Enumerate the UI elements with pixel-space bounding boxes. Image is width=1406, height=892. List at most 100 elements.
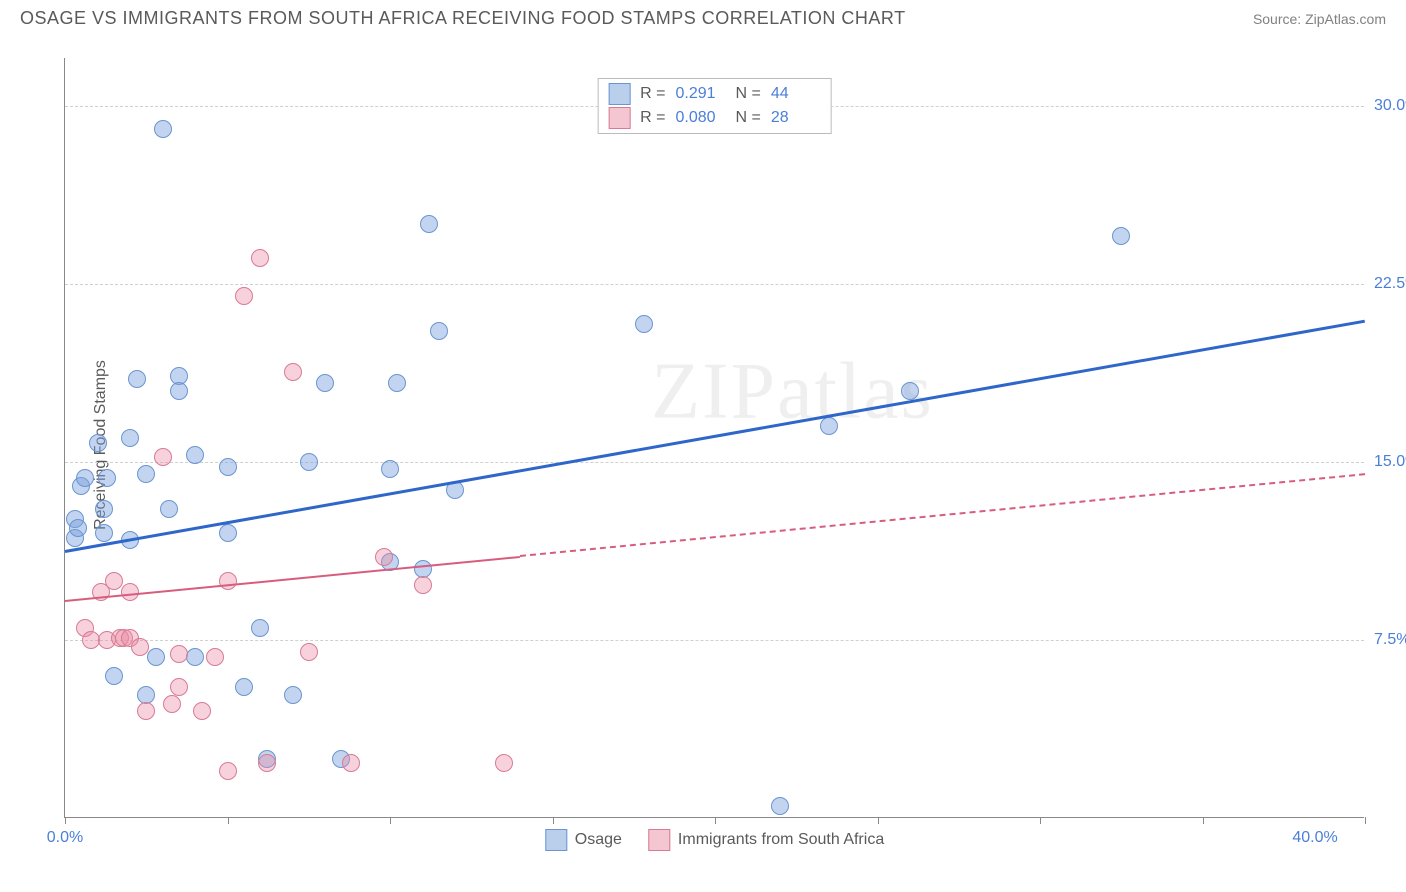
x-tick-label: 0.0% (47, 829, 83, 847)
legend-series-name: Immigrants from South Africa (678, 831, 884, 849)
scatter-point-osage (137, 465, 155, 483)
legend-r-label: R = (640, 109, 665, 127)
scatter-point-osage (147, 648, 165, 666)
gridline (65, 284, 1364, 285)
y-tick-label: 15.0% (1374, 453, 1406, 471)
scatter-point-osage (219, 458, 237, 476)
scatter-point-southafrica (495, 754, 513, 772)
scatter-point-southafrica (251, 249, 269, 267)
legend-item-southafrica: Immigrants from South Africa (648, 829, 884, 851)
x-tick (878, 817, 879, 824)
x-tick (1365, 817, 1366, 824)
scatter-point-osage (388, 374, 406, 392)
scatter-point-osage (186, 648, 204, 666)
scatter-point-southafrica (170, 678, 188, 696)
scatter-point-osage (89, 434, 107, 452)
legend-n-label: N = (736, 109, 761, 127)
scatter-point-osage (284, 686, 302, 704)
scatter-point-osage (128, 370, 146, 388)
scatter-point-osage (771, 797, 789, 815)
scatter-point-osage (160, 500, 178, 518)
x-tick (65, 817, 66, 824)
x-tick (390, 817, 391, 824)
legend-series: Osage Immigrants from South Africa (545, 829, 884, 851)
legend-item-osage: Osage (545, 829, 622, 851)
scatter-point-osage (76, 469, 94, 487)
watermark-text: ZIP (651, 347, 777, 435)
scatter-point-osage (901, 382, 919, 400)
x-tick (228, 817, 229, 824)
scatter-point-southafrica (193, 702, 211, 720)
scatter-point-osage (121, 429, 139, 447)
scatter-point-osage (251, 619, 269, 637)
scatter-point-osage (420, 215, 438, 233)
legend-row-osage: R = 0.291 N = 44 (608, 83, 821, 105)
legend-n-value: 28 (771, 109, 821, 127)
scatter-point-southafrica (284, 363, 302, 381)
scatter-point-osage (95, 500, 113, 518)
scatter-point-osage (820, 417, 838, 435)
legend-swatch (608, 83, 630, 105)
scatter-point-osage (381, 460, 399, 478)
scatter-point-southafrica (170, 645, 188, 663)
legend-n-label: N = (736, 85, 761, 103)
scatter-point-southafrica (235, 287, 253, 305)
legend-swatch (608, 107, 630, 129)
plot-area: ZIPatlas R =0.291N =44R =0.080N =28 Osag… (64, 58, 1364, 818)
scatter-point-osage (105, 667, 123, 685)
scatter-point-southafrica (163, 695, 181, 713)
scatter-point-osage (300, 453, 318, 471)
legend-row-southafrica: R = 0.080 N = 28 (608, 107, 821, 129)
legend-correlation: R = 0.291 N = 44 R = 0.080 N = 28 (597, 78, 832, 134)
gridline (65, 462, 1364, 463)
scatter-point-southafrica (131, 638, 149, 656)
source-label: Source: ZipAtlas.com (1253, 11, 1386, 27)
scatter-point-southafrica (300, 643, 318, 661)
legend-swatch (545, 829, 567, 851)
legend-r-value: 0.291 (676, 85, 726, 103)
trend-line-southafrica (65, 555, 520, 601)
scatter-point-southafrica (137, 702, 155, 720)
scatter-point-osage (316, 374, 334, 392)
y-tick-label: 7.5% (1374, 631, 1406, 649)
scatter-point-osage (186, 446, 204, 464)
scatter-point-southafrica (206, 648, 224, 666)
scatter-point-osage (430, 322, 448, 340)
source-name: ZipAtlas.com (1305, 11, 1386, 27)
legend-r-label: R = (640, 85, 665, 103)
trend-line-osage (65, 319, 1366, 552)
source-prefix: Source: (1253, 11, 1301, 27)
trend-line-southafrica (520, 474, 1365, 558)
scatter-point-southafrica (154, 448, 172, 466)
scatter-point-osage (635, 315, 653, 333)
scatter-point-southafrica (219, 762, 237, 780)
legend-r-value: 0.080 (676, 109, 726, 127)
x-tick (715, 817, 716, 824)
legend-swatch (648, 829, 670, 851)
scatter-point-osage (235, 678, 253, 696)
scatter-point-osage (69, 519, 87, 537)
gridline (65, 640, 1364, 641)
scatter-point-southafrica (342, 754, 360, 772)
scatter-point-southafrica (375, 548, 393, 566)
scatter-point-osage (1112, 227, 1130, 245)
scatter-point-osage (154, 120, 172, 138)
legend-series-name: Osage (575, 831, 622, 849)
scatter-point-southafrica (258, 754, 276, 772)
y-tick-label: 30.0% (1374, 97, 1406, 115)
y-tick-label: 22.5% (1374, 275, 1406, 293)
x-tick (553, 817, 554, 824)
chart-title: OSAGE VS IMMIGRANTS FROM SOUTH AFRICA RE… (20, 8, 906, 29)
scatter-point-osage (219, 524, 237, 542)
scatter-point-osage (170, 382, 188, 400)
legend-n-value: 44 (771, 85, 821, 103)
scatter-point-southafrica (414, 576, 432, 594)
chart-area: Receiving Food Stamps ZIPatlas R =0.291N… (50, 40, 1390, 850)
scatter-point-osage (137, 686, 155, 704)
scatter-point-osage (98, 469, 116, 487)
scatter-point-osage (414, 560, 432, 578)
scatter-point-southafrica (105, 572, 123, 590)
x-tick-label: 40.0% (1292, 829, 1337, 847)
x-tick (1040, 817, 1041, 824)
scatter-point-osage (95, 524, 113, 542)
